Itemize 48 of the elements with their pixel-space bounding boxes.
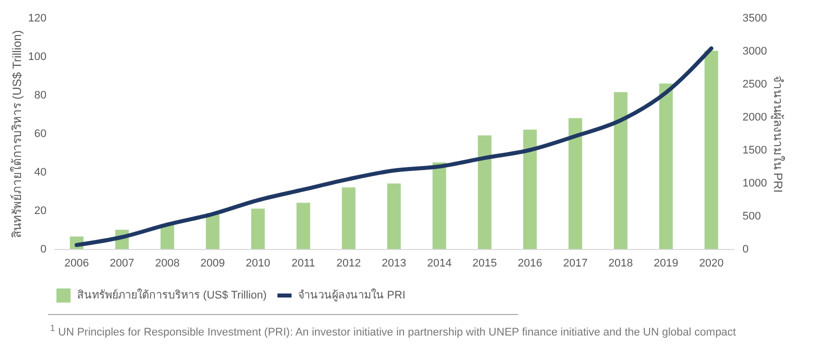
y2-tick-label: 3000 xyxy=(742,46,767,58)
y2-tick-label: 1000 xyxy=(742,178,767,190)
text: $^{1}$ UN Principles for Responsible Investment (PRI): An investor initiative in partnership with UNEP finance initiative and the UN global compact xyxy=(50,323,737,339)
bar xyxy=(614,92,628,249)
legend-label: จำนวนผู้ลงนามใน PRI xyxy=(298,288,406,302)
y2-axis-title: จำนวนผู้ลงนามใน PRI xyxy=(770,75,785,193)
bar xyxy=(523,130,537,249)
y-tick-label: 80 xyxy=(34,90,46,102)
line-series xyxy=(74,46,714,248)
bar xyxy=(704,50,718,249)
x-tick-label: 2008 xyxy=(155,258,180,270)
x-tick-label: 2019 xyxy=(654,258,678,270)
bar xyxy=(478,135,492,249)
y-tick-label: 40 xyxy=(34,166,46,178)
y-tick-label: 60 xyxy=(34,128,46,140)
x-tick-label: 2015 xyxy=(472,258,497,270)
y2-tick-label: 2000 xyxy=(742,112,767,124)
bar xyxy=(432,162,446,249)
y-axis-title: สินทรัพย์ภายใต้การบริหาร (US$ Trillion) xyxy=(10,30,24,238)
bar xyxy=(568,118,582,249)
bar xyxy=(342,187,356,249)
y-tick-label: 20 xyxy=(34,205,46,217)
x-tick-label: 2011 xyxy=(292,258,316,270)
x-tick-label: 2014 xyxy=(427,258,452,270)
bar xyxy=(296,202,310,249)
x-tick-label: 2016 xyxy=(518,258,542,270)
x-tick-label: 2012 xyxy=(336,258,361,270)
x-tick-label: 2017 xyxy=(563,258,588,270)
x-tick-label: 2013 xyxy=(382,258,406,270)
y-tick-label: 100 xyxy=(28,51,46,63)
bar xyxy=(659,83,673,249)
bar xyxy=(387,184,401,249)
bar xyxy=(251,208,265,249)
y2-tick-label: 3500 xyxy=(742,12,767,24)
y2-tick-label: 500 xyxy=(742,210,761,222)
x-tick-label: 2020 xyxy=(699,258,724,270)
y-tick-label: 0 xyxy=(40,244,46,256)
y2-tick-label: 1500 xyxy=(742,144,767,156)
y2-tick-label: 0 xyxy=(742,244,749,256)
legend-label: สินทรัพย์ภายใต้การบริหาร (US$ Trillion) xyxy=(77,288,267,302)
y-tick-label: 120 xyxy=(28,12,46,24)
x-tick-label: 2006 xyxy=(64,258,89,270)
y2-tick-label: 2500 xyxy=(742,78,767,90)
x-tick-label: 2009 xyxy=(200,258,225,270)
x-tick-label: 2010 xyxy=(246,258,270,270)
x-tick-label: 2007 xyxy=(110,258,134,270)
x-tick-label: 2018 xyxy=(608,258,633,270)
bar xyxy=(206,214,220,249)
